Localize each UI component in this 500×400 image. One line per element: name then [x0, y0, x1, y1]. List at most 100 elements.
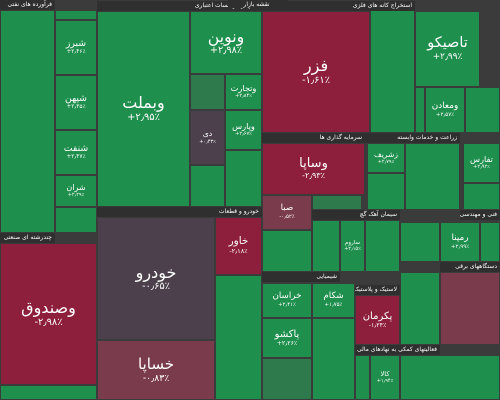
sector-header: چندرشته ای صنعتی: [0, 233, 55, 243]
tile-shape: [370, 10, 415, 133]
sector-header: خودرو و قطعات: [97, 207, 262, 217]
sector-header: فنی و مهندسی: [460, 210, 500, 220]
stock-change: +۲٫۴۷٪: [66, 154, 86, 161]
stock-tile[interactable]: شبرز +۲٫۴۶٪: [55, 20, 97, 75]
stock-change: +۲٫۷۹٪: [377, 159, 395, 166]
stock-tile[interactable]: شپهن +۲٫۳۵٪: [55, 75, 97, 130]
stock-tile[interactable]: پاکشو +۲٫۲۶٪: [262, 318, 312, 358]
sector-header: سرمایه گذاری ها: [262, 133, 365, 143]
stock-tile[interactable]: وتجارت +۲٫۸۴٪: [225, 74, 262, 110]
stock-tile[interactable]: صبا -۰٫۵۲٪: [262, 195, 312, 230]
tile-shape: [415, 87, 425, 133]
tile-shape: [312, 195, 362, 210]
stock-tile[interactable]: ساروم +۲٫۱۵٪: [340, 220, 365, 272]
tile-shape: [262, 230, 312, 272]
tile-shape: [463, 183, 500, 210]
stock-name: زشریف: [374, 149, 398, 159]
stock-name: خراسان: [272, 291, 302, 302]
sector-header: سیمان آهک گچ: [312, 210, 400, 220]
stock-change: -۲٫۹۸٪: [34, 316, 63, 328]
stock-name: فزر: [303, 56, 329, 76]
stock-change: +۲٫۲۶٪: [276, 339, 298, 347]
stock-name: صبا: [280, 203, 294, 214]
stock-tile[interactable]: شنفت +۲٫۴۷٪: [55, 130, 97, 175]
sector-header: دستگاههای برقی: [440, 262, 500, 272]
sector-header: شیمیایی: [262, 272, 340, 282]
stock-change: +۲٫۸۴٪: [235, 93, 252, 100]
tile-shape: [400, 272, 440, 345]
stock-change: -۲٫۹۳٪: [302, 171, 325, 181]
stock-tile[interactable]: وبملت +۲٫۹۵٪: [97, 11, 190, 207]
tile-shape: [400, 222, 440, 262]
stock-tile[interactable]: شران +۲٫۲۹٪: [55, 175, 97, 207]
stock-change: +۱٫۹۴٪: [376, 378, 394, 385]
stock-name: کالا: [380, 369, 390, 378]
tile-shape: [312, 318, 355, 400]
stock-name: وتجارت: [230, 83, 257, 94]
tile-shape: [367, 173, 405, 210]
tile-shape: [0, 385, 97, 400]
stock-name: تفارس: [470, 154, 493, 165]
stock-tile[interactable]: رمپنا +۲٫۹۹٪: [440, 222, 480, 262]
stock-tile[interactable]: پکرمان -۱٫۲۴٪: [355, 295, 400, 345]
stock-tile[interactable]: تفارس +۲٫۹۲٪: [463, 143, 500, 183]
stock-change: +۲٫۹۹٪: [432, 51, 463, 62]
stock-tile[interactable]: ومعادن +۲٫۵۷٪: [425, 87, 465, 133]
stock-tile[interactable]: وساپا -۲٫۹۳٪: [262, 143, 365, 195]
tile-shape: [190, 165, 225, 207]
stock-name: شنفت: [63, 142, 89, 154]
stock-change: +۲٫۴۱٪: [278, 302, 296, 309]
stock-name: وصندوق: [21, 298, 76, 318]
stock-change: +۱٫۷۵٪: [324, 302, 343, 309]
stock-tile[interactable]: خراسان +۲٫۴۱٪: [262, 283, 312, 318]
stock-name: وپارس: [232, 121, 255, 132]
stock-tile[interactable]: وپارس +۲٫۶۷٪: [225, 110, 262, 150]
sector-header: لاستیک و پلاستیک: [355, 285, 400, 295]
stock-tile[interactable]: خودرو -۰٫۶۵٪: [97, 217, 215, 340]
stock-change: +۲٫۹۹٪: [450, 243, 470, 250]
stock-name: ونوین: [207, 26, 245, 46]
stock-name: پاکشو: [274, 328, 300, 340]
tile-shape: [440, 272, 500, 345]
stock-name: تاصیکو: [427, 34, 468, 51]
stock-name: وساپا: [299, 156, 328, 172]
stock-tile[interactable]: کالا +۱٫۹۴٪: [370, 355, 400, 400]
tile-shape: [312, 220, 340, 272]
tile-shape: [400, 355, 500, 400]
stock-tile[interactable]: زشریف +۲٫۷۹٪: [367, 143, 405, 173]
stock-tile[interactable]: خساپا -۰٫۸۳٪: [97, 340, 215, 400]
stock-change: -۰٫۸۳٪: [142, 372, 170, 384]
stock-change: +۲٫۵۷٪: [435, 111, 455, 118]
stock-change: +۰٫۴۳٪: [199, 138, 216, 145]
stock-change: -۱٫۶۱٪: [301, 74, 331, 86]
stock-tile[interactable]: خاور -۲٫۱۸٪: [215, 217, 262, 275]
stock-name: پکرمان: [362, 310, 393, 322]
stock-name: ومعادن: [431, 100, 459, 111]
stock-tile[interactable]: دی +۰٫۴۳٪: [190, 110, 225, 165]
tile-shape: [0, 10, 55, 233]
tile-shape: [465, 87, 500, 133]
stock-change: -۰٫۵۲٪: [279, 214, 295, 221]
stock-tile[interactable]: شکام +۱٫۷۵٪: [312, 283, 355, 318]
stock-name: خساپا: [138, 355, 174, 374]
tile-shape: [55, 10, 97, 20]
stock-change: +۲٫۹۵٪: [127, 111, 160, 123]
stock-change: +۲٫۳۵٪: [66, 104, 86, 111]
stock-change: +۲٫۹۲٪: [473, 164, 490, 171]
tile-shape: [55, 207, 97, 233]
stock-name: دی: [202, 129, 213, 139]
stock-name: وبملت: [122, 93, 165, 113]
stock-name: شران: [66, 182, 86, 192]
stock-change: +۲٫۴۶٪: [66, 49, 86, 56]
stock-tile[interactable]: تاصیکو +۲٫۹۹٪: [415, 11, 480, 87]
stock-tile[interactable]: فزر -۱٫۶۱٪: [262, 11, 370, 133]
sector-header: فرآورده های نفتی: [0, 0, 55, 10]
stock-tile[interactable]: ونوین +۲٫۹۸٪: [190, 11, 262, 74]
stock-name: شبرز: [65, 37, 87, 49]
tile-shape: [225, 150, 262, 207]
stock-change: +۲٫۲۹٪: [67, 192, 85, 199]
stock-tile[interactable]: وصندوق -۲٫۹۸٪: [0, 243, 97, 385]
